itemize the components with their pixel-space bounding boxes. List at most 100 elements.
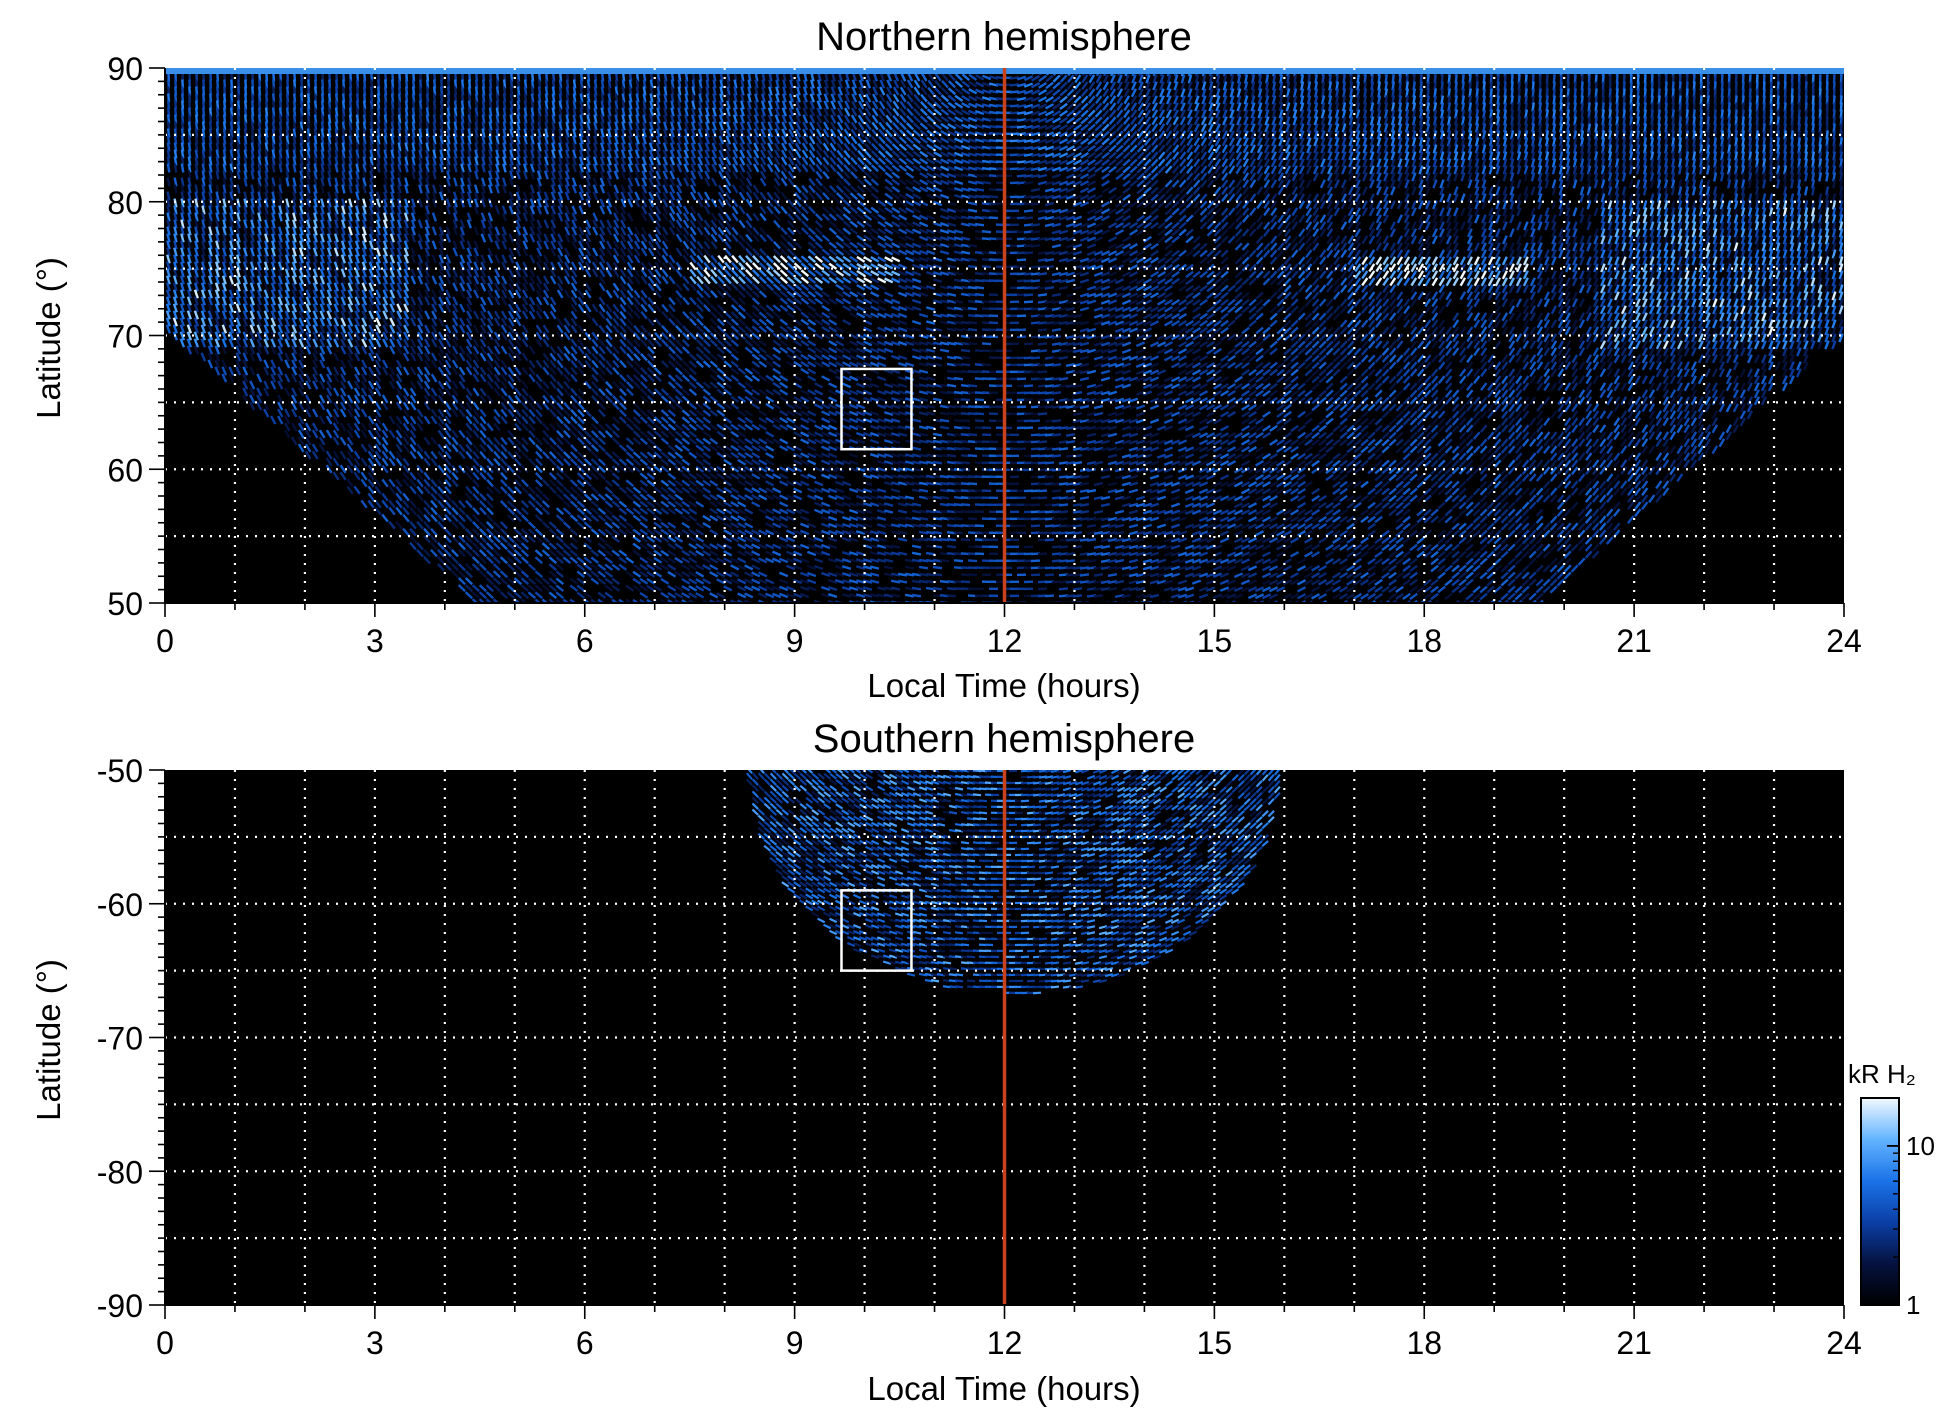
emission-cell (1587, 74, 1591, 84)
emission-cell (719, 72, 724, 82)
emission-cell (768, 79, 773, 89)
emission-cell (1559, 74, 1563, 84)
emission-cell (1622, 74, 1626, 84)
emission-cell (1251, 74, 1256, 84)
emission-cell (293, 79, 297, 89)
emission-cell (1363, 74, 1367, 84)
emission-cell (649, 79, 654, 89)
emission-cell (1166, 81, 1172, 91)
emission-cell (579, 72, 584, 82)
emission-cell (1335, 74, 1340, 84)
emission-cell (272, 72, 276, 82)
emission-cell (1384, 74, 1388, 84)
emission-cell (349, 79, 353, 89)
emission-cell (593, 79, 598, 89)
emission-cell (1657, 74, 1661, 84)
emission-cell (1531, 74, 1535, 84)
emission-cell (968, 73, 978, 81)
emission-cell (1566, 74, 1570, 84)
emission-cell (544, 79, 549, 89)
emission-cell (223, 72, 227, 82)
emission-cell (432, 79, 437, 89)
emission-cell (1052, 74, 1061, 83)
emission-cell (1391, 74, 1395, 84)
emission-cell (1377, 74, 1381, 84)
emission-cell (761, 72, 766, 82)
emission-cell (941, 79, 949, 89)
emission-cell (1244, 74, 1249, 84)
emission-cell (461, 72, 465, 82)
emission-cell (754, 79, 759, 89)
emission-cell (1482, 74, 1486, 84)
emission-cell (1342, 74, 1346, 84)
emission-cell (831, 72, 836, 82)
emission-cell (1264, 81, 1270, 91)
emission-cell (1016, 75, 1027, 81)
emission-cell (1720, 74, 1724, 84)
emission-cell (914, 72, 921, 82)
emission-cell (886, 72, 893, 82)
emission-cell (1215, 81, 1221, 91)
emission-cell (516, 72, 521, 82)
emission-cell (447, 72, 451, 82)
emission-cell (1257, 81, 1263, 91)
emission-cell (1074, 74, 1082, 84)
emission-cell (174, 79, 178, 89)
emission-cell (474, 72, 479, 82)
emission-cell (586, 79, 591, 89)
emission-cell (181, 79, 185, 89)
emission-cell (1440, 74, 1444, 84)
emission-cell (677, 79, 682, 89)
emission-cell (1009, 83, 1020, 87)
emission-cell (237, 72, 241, 82)
emission-cell (782, 79, 787, 89)
emission-cell (1159, 81, 1165, 91)
emission-cell (677, 72, 682, 82)
emission-cell (1187, 74, 1193, 84)
emission-cell (391, 72, 395, 82)
emission-cell (1797, 74, 1801, 84)
emission-cell (1138, 81, 1144, 91)
emission-cell (1117, 74, 1123, 84)
emission-cell (796, 72, 801, 82)
emission-cell (893, 79, 900, 89)
emission-cell (488, 79, 493, 89)
emission-cell (384, 72, 388, 82)
emission-cell (988, 82, 999, 87)
emission-cell (412, 72, 416, 82)
emission-cell (1727, 74, 1731, 84)
emission-cell (1664, 74, 1668, 84)
emission-cell (1349, 74, 1353, 84)
north-emission-map (165, 68, 1844, 603)
emission-cell (537, 72, 542, 82)
emission-cell (1066, 81, 1075, 90)
emission-cell (1159, 74, 1165, 84)
emission-cell (1265, 74, 1270, 84)
emission-cell (411, 79, 416, 89)
emission-cell (981, 81, 992, 88)
emission-cell (314, 72, 318, 82)
emission-cell (733, 79, 738, 89)
emission-cell (502, 79, 507, 89)
emission-cell (1293, 74, 1298, 84)
emission-cell (1194, 81, 1200, 91)
emission-cell (370, 79, 374, 89)
emission-cell (558, 79, 563, 89)
emission-cell (1433, 74, 1437, 84)
emission-cell (404, 79, 409, 89)
emission-cell (1131, 74, 1137, 84)
emission-cell (1405, 74, 1409, 84)
emission-cell (349, 72, 353, 82)
emission-cell (300, 72, 304, 82)
emission-cell (244, 72, 248, 82)
emission-cell (900, 79, 907, 89)
emission-cell (1321, 74, 1326, 84)
emission-cell (1152, 81, 1158, 91)
north-title: Northern hemisphere (816, 15, 1192, 59)
emission-cell (907, 72, 914, 82)
emission-cell (607, 72, 612, 82)
emission-cell (1045, 74, 1054, 83)
emission-cell (1208, 81, 1214, 91)
emission-cell (258, 72, 262, 82)
emission-cell (488, 72, 493, 82)
